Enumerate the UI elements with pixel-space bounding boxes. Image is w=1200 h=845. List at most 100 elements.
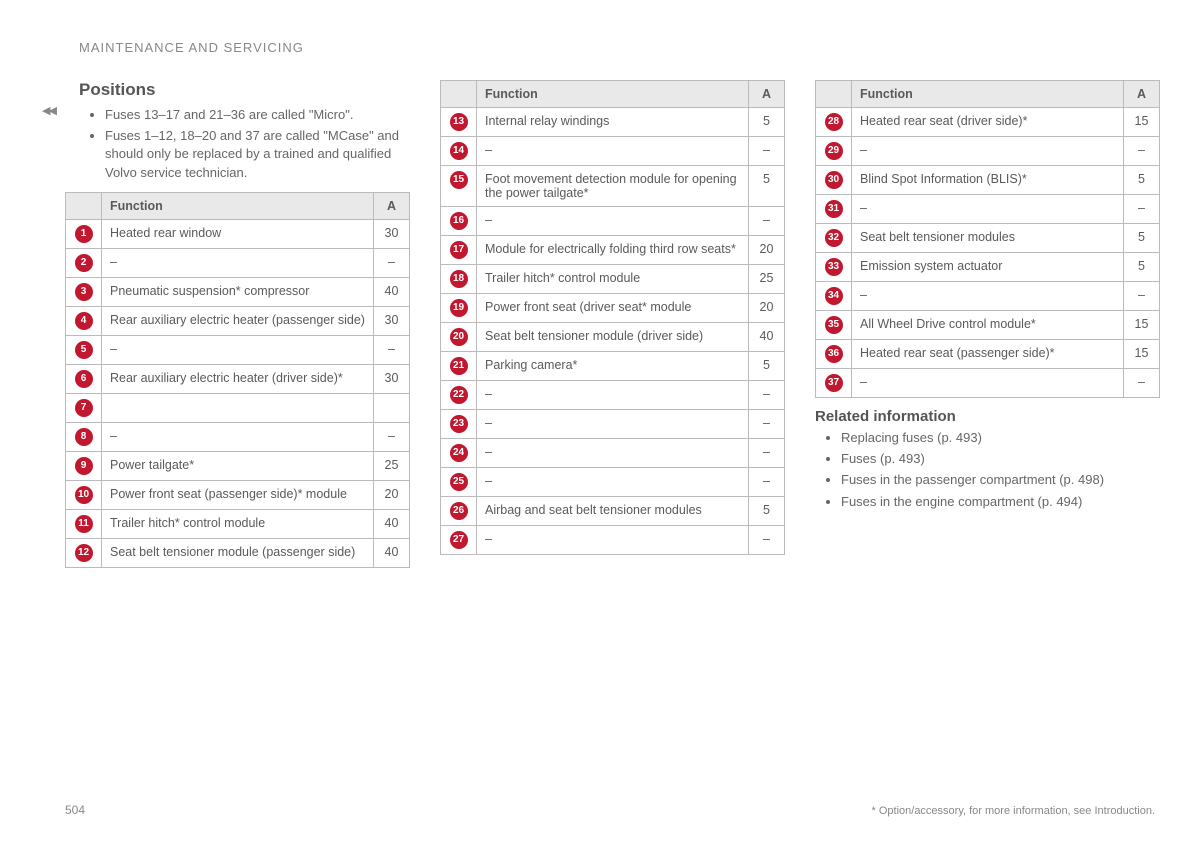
fuse-number-cell: 32 bbox=[816, 224, 852, 253]
table-row: 26Airbag and seat belt tensioner modules… bbox=[441, 497, 785, 526]
fuse-amp-cell: 25 bbox=[374, 451, 410, 480]
fuse-number-icon: 31 bbox=[825, 200, 843, 218]
fuse-amp-cell: – bbox=[749, 207, 785, 236]
fuse-function-cell: Pneumatic suspension* compressor bbox=[102, 277, 374, 306]
fuse-number-icon: 9 bbox=[75, 457, 93, 475]
fuse-number-cell: 13 bbox=[441, 108, 477, 137]
fuse-amp-cell: 40 bbox=[749, 323, 785, 352]
fuse-number-icon: 35 bbox=[825, 316, 843, 334]
fuse-amp-cell: – bbox=[1124, 282, 1160, 311]
fuse-function-cell: Seat belt tensioner modules bbox=[852, 224, 1124, 253]
fuse-amp-cell: 30 bbox=[374, 364, 410, 393]
table-row: 1Heated rear window30 bbox=[66, 219, 410, 248]
fuse-function-cell: All Wheel Drive control module* bbox=[852, 311, 1124, 340]
fuse-number-icon: 17 bbox=[450, 241, 468, 259]
fuse-number-icon: 27 bbox=[450, 531, 468, 549]
fuse-function-cell: Trailer hitch* control module bbox=[102, 509, 374, 538]
table-row: 20Seat belt tensioner module (driver sid… bbox=[441, 323, 785, 352]
fuse-number-icon: 4 bbox=[75, 312, 93, 330]
fuse-function-cell: – bbox=[477, 526, 749, 555]
table-row: 19Power front seat (driver seat* module2… bbox=[441, 294, 785, 323]
table-row: 17Module for electrically folding third … bbox=[441, 236, 785, 265]
table-header-function: Function bbox=[477, 81, 749, 108]
fuse-number-icon: 32 bbox=[825, 229, 843, 247]
fuse-number-cell: 24 bbox=[441, 439, 477, 468]
fuse-number-cell: 11 bbox=[66, 509, 102, 538]
fuse-function-cell: Parking camera* bbox=[477, 352, 749, 381]
fuse-function-cell: Emission system actuator bbox=[852, 253, 1124, 282]
fuse-amp-cell: 40 bbox=[374, 509, 410, 538]
table-row: 30Blind Spot Information (BLIS)*5 bbox=[816, 166, 1160, 195]
table-row: 7 bbox=[66, 393, 410, 422]
fuse-function-cell: Heated rear window bbox=[102, 219, 374, 248]
table-row: 28Heated rear seat (driver side)*15 bbox=[816, 108, 1160, 137]
fuse-function-cell: Trailer hitch* control module bbox=[477, 265, 749, 294]
list-item: Fuses in the engine compartment (p. 494) bbox=[841, 493, 1160, 511]
table-header-blank bbox=[441, 81, 477, 108]
fuse-number-cell: 17 bbox=[441, 236, 477, 265]
fuse-amp-cell: – bbox=[749, 468, 785, 497]
fuse-number-icon: 37 bbox=[825, 374, 843, 392]
fuse-number-icon: 6 bbox=[75, 370, 93, 388]
fuse-amp-cell: 20 bbox=[749, 236, 785, 265]
fuse-number-cell: 34 bbox=[816, 282, 852, 311]
fuse-function-cell: – bbox=[102, 335, 374, 364]
fuse-function-cell: Internal relay windings bbox=[477, 108, 749, 137]
fuse-number-cell: 2 bbox=[66, 248, 102, 277]
fuse-number-icon: 5 bbox=[75, 341, 93, 359]
fuse-function-cell: Power front seat (driver seat* module bbox=[477, 294, 749, 323]
fuse-number-icon: 24 bbox=[450, 444, 468, 462]
fuse-number-cell: 5 bbox=[66, 335, 102, 364]
table-row: 18Trailer hitch* control module25 bbox=[441, 265, 785, 294]
content-columns: Positions Fuses 13–17 and 21–36 are call… bbox=[65, 80, 1160, 568]
list-item: Fuses 1–12, 18–20 and 37 are called "MCa… bbox=[105, 127, 410, 182]
fuse-number-cell: 29 bbox=[816, 137, 852, 166]
fuse-function-cell: – bbox=[477, 468, 749, 497]
fuse-table-3: Function A 28Heated rear seat (driver si… bbox=[815, 80, 1160, 398]
fuse-function-cell: Blind Spot Information (BLIS)* bbox=[852, 166, 1124, 195]
fuse-number-icon: 14 bbox=[450, 142, 468, 160]
fuse-number-icon: 2 bbox=[75, 254, 93, 272]
fuse-number-cell: 6 bbox=[66, 364, 102, 393]
fuse-number-icon: 30 bbox=[825, 171, 843, 189]
fuse-number-icon: 7 bbox=[75, 399, 93, 417]
fuse-amp-cell: 5 bbox=[1124, 253, 1160, 282]
fuse-amp-cell: – bbox=[749, 410, 785, 439]
fuse-amp-cell: 25 bbox=[749, 265, 785, 294]
fuse-amp-cell: 30 bbox=[374, 219, 410, 248]
fuse-function-cell: Rear auxiliary electric heater (driver s… bbox=[102, 364, 374, 393]
column-3: Function A 28Heated rear seat (driver si… bbox=[815, 80, 1160, 568]
fuse-number-icon: 19 bbox=[450, 299, 468, 317]
table-row: 13Internal relay windings5 bbox=[441, 108, 785, 137]
table-row: 9Power tailgate*25 bbox=[66, 451, 410, 480]
table-row: 2–– bbox=[66, 248, 410, 277]
fuse-amp-cell: 5 bbox=[749, 108, 785, 137]
table-header-function: Function bbox=[102, 192, 374, 219]
footnote: * Option/accessory, for more information… bbox=[872, 805, 1155, 817]
fuse-amp-cell: 5 bbox=[749, 352, 785, 381]
fuse-function-cell: Heated rear seat (passenger side)* bbox=[852, 340, 1124, 369]
fuse-number-cell: 18 bbox=[441, 265, 477, 294]
table-row: 3Pneumatic suspension* compressor40 bbox=[66, 277, 410, 306]
fuse-amp-cell: 15 bbox=[1124, 311, 1160, 340]
table-header-blank bbox=[816, 81, 852, 108]
fuse-number-icon: 8 bbox=[75, 428, 93, 446]
table-row: 14–– bbox=[441, 137, 785, 166]
table-row: 27–– bbox=[441, 526, 785, 555]
fuse-number-icon: 28 bbox=[825, 113, 843, 131]
table-row: 22–– bbox=[441, 381, 785, 410]
fuse-number-cell: 15 bbox=[441, 166, 477, 207]
table-row: 6 Rear auxiliary electric heater (driver … bbox=[66, 364, 410, 393]
fuse-number-cell: 1 bbox=[66, 219, 102, 248]
fuse-number-cell: 31 bbox=[816, 195, 852, 224]
table-row: 36Heated rear seat (passenger side)*15 bbox=[816, 340, 1160, 369]
fuse-number-cell: 27 bbox=[441, 526, 477, 555]
fuse-amp-cell: 15 bbox=[1124, 108, 1160, 137]
fuse-amp-cell: 20 bbox=[374, 480, 410, 509]
fuse-amp-cell: – bbox=[749, 526, 785, 555]
fuse-function-cell: – bbox=[477, 137, 749, 166]
fuse-amp-cell: 15 bbox=[1124, 340, 1160, 369]
fuse-function-cell: – bbox=[477, 381, 749, 410]
fuse-function-cell: – bbox=[102, 248, 374, 277]
prev-page-icon: ◀◀ bbox=[42, 104, 55, 117]
